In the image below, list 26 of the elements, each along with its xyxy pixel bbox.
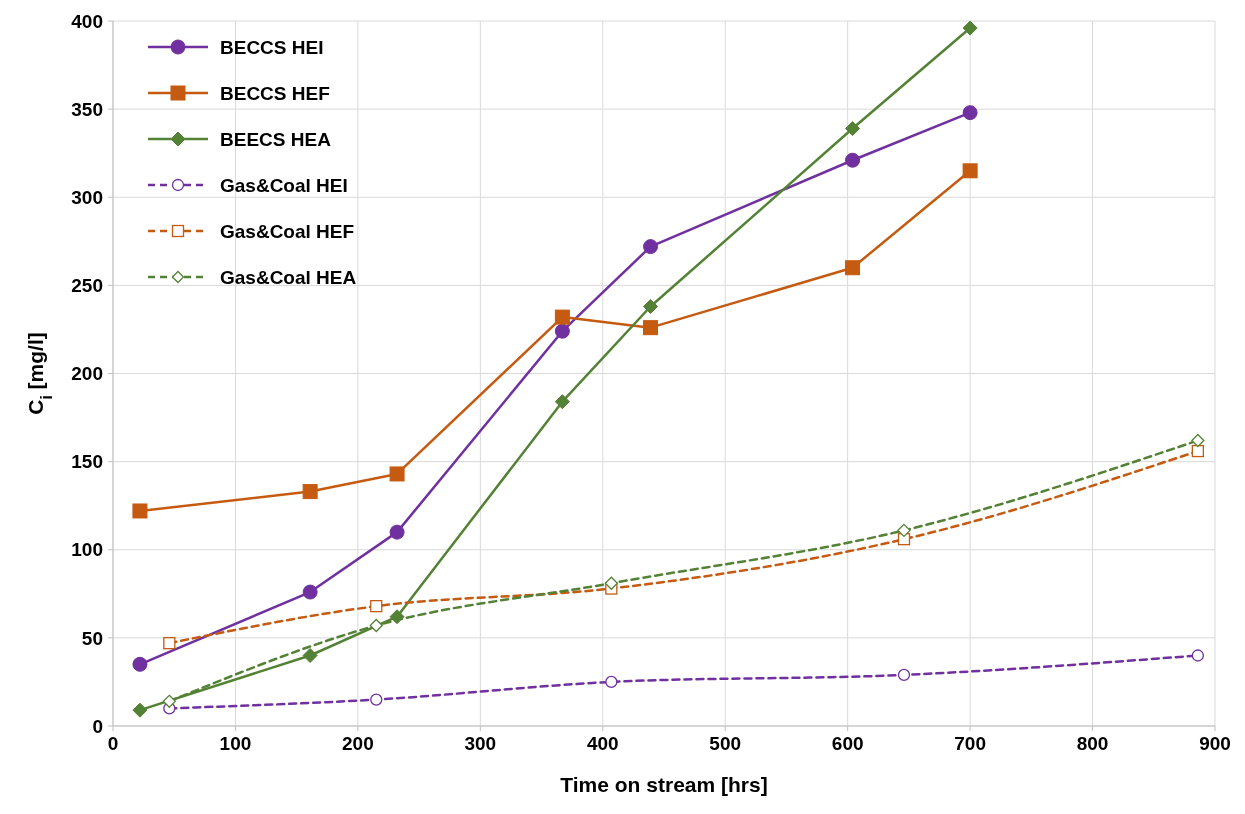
x-tick-label: 400 bbox=[586, 733, 619, 754]
y-tick-label: 100 bbox=[71, 539, 103, 561]
y-tick-label: 150 bbox=[71, 451, 103, 473]
legend-label: Gas&Coal HEA bbox=[220, 266, 357, 288]
x-tick-label: 600 bbox=[831, 733, 864, 754]
y-tick-label: 50 bbox=[81, 627, 103, 649]
y-tick-label: 0 bbox=[92, 715, 103, 737]
y-tick-label: 350 bbox=[71, 98, 103, 120]
legend-label: Gas&Coal HEF bbox=[220, 220, 355, 242]
x-tick-label: 300 bbox=[464, 733, 497, 754]
x-tick-label: 800 bbox=[1076, 733, 1109, 754]
y-tick-label: 250 bbox=[71, 275, 103, 297]
x-tick-label: 900 bbox=[1199, 733, 1231, 754]
x-tick-label: 0 bbox=[107, 733, 119, 754]
legend-label: BECCS HEI bbox=[220, 36, 324, 58]
x-axis-title: Time on stream [hrs] bbox=[560, 773, 768, 796]
legend-label: BECCS HEF bbox=[220, 82, 330, 104]
x-tick-label: 700 bbox=[954, 733, 986, 754]
legend-label: BEECS HEA bbox=[220, 128, 332, 150]
y-tick-label: 200 bbox=[71, 363, 103, 385]
y-tick-label: 300 bbox=[71, 186, 103, 208]
x-tick-label: 100 bbox=[219, 733, 252, 754]
legend-label: Gas&Coal HEI bbox=[220, 174, 348, 196]
x-tick-label: 500 bbox=[709, 733, 742, 754]
y-tick-label: 400 bbox=[71, 10, 103, 32]
x-tick-label: 200 bbox=[342, 733, 374, 754]
